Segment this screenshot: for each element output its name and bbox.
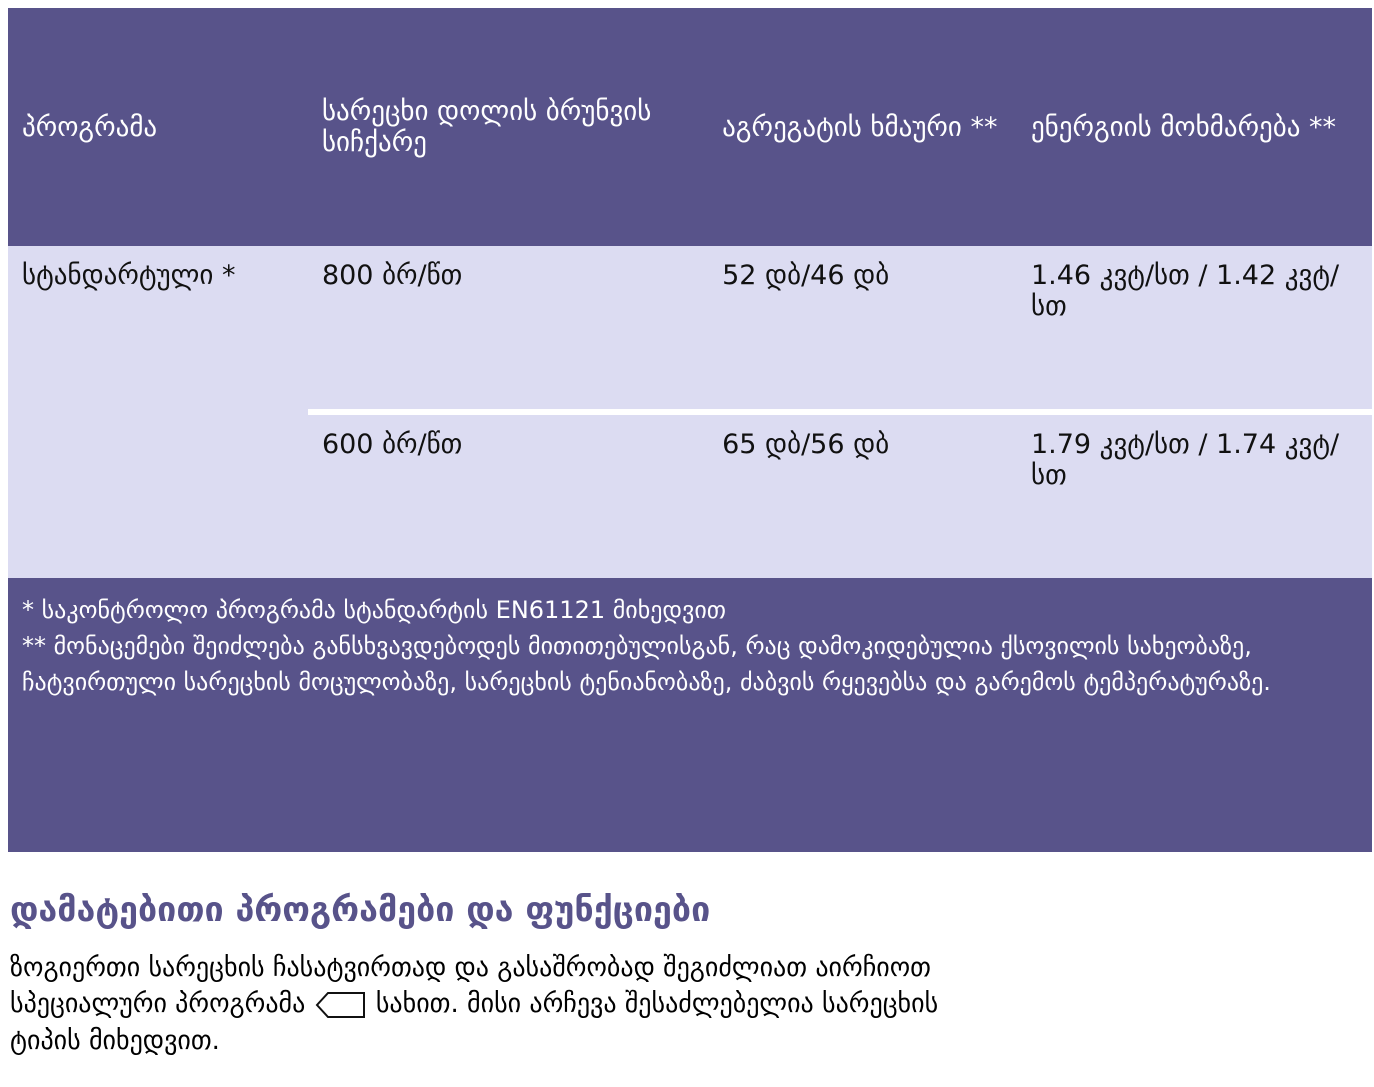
- footnote: ** მონაცემები შეიძლება განსხვავდებოდეს მ…: [22, 632, 1271, 696]
- cell: 600 ბრ/წთ: [307, 409, 709, 578]
- icon: [315, 991, 365, 1018]
- cell: 52 დბ/46 დბ: [708, 246, 1017, 412]
- section-title: დამატებითი პროგრამები და ფუნქციები: [10, 890, 711, 930]
- footnote-row: * საკონტროლო პროგრამა სტანდარტის EN61121…: [8, 578, 1372, 852]
- header-cell: აგრეგატის ხმაური **: [708, 8, 1017, 246]
- header-row: პროგრამა სარეცხი დოლის ბრუნვის სიჩქარე ა…: [8, 8, 1372, 246]
- text: სახით. მისი არჩევა შესაძლებელია სარეცხის…: [10, 989, 939, 1056]
- section-text: ზოგიერთი სარეცხის ჩასატვირთად და გასაშრო…: [10, 950, 1010, 1059]
- cell: 800 ბრ/წთ: [307, 246, 709, 412]
- data-table: პროგრამა სარეცხი დოლის ბრუნვის სიჩქარე ა…: [8, 8, 1372, 852]
- text: ზოგიერთი სარეცხის ჩასატვირთად და გასაშრო…: [10, 953, 931, 1020]
- header-cell: ენერგიის მოხმარება **: [1016, 8, 1372, 246]
- footnote: * საკონტროლო პროგრამა სტანდარტის EN61121…: [22, 596, 727, 624]
- cell: სტანდარტული *: [8, 246, 308, 578]
- footnotes: * საკონტროლო პროგრამა სტანდარტის EN61121…: [8, 578, 1372, 852]
- header-cell: სარეცხი დოლის ბრუნვის სიჩქარე: [307, 8, 709, 246]
- cell: 65 დბ/56 დბ: [708, 409, 1017, 578]
- cell: 1.79 კვტ/სთ / 1.74 კვტ/სთ: [1016, 409, 1372, 578]
- cell: 1.46 კვტ/სთ / 1.42 კვტ/სთ: [1016, 246, 1372, 412]
- header-cell: პროგრამა: [8, 8, 308, 246]
- row: სტანდარტული * 800 ბრ/წთ 52 დბ/46 დბ 1.46…: [8, 246, 1372, 578]
- row: 600 ბრ/წთ 65 დბ/56 დბ 1.79 კვტ/სთ / 1.74…: [8, 409, 1372, 578]
